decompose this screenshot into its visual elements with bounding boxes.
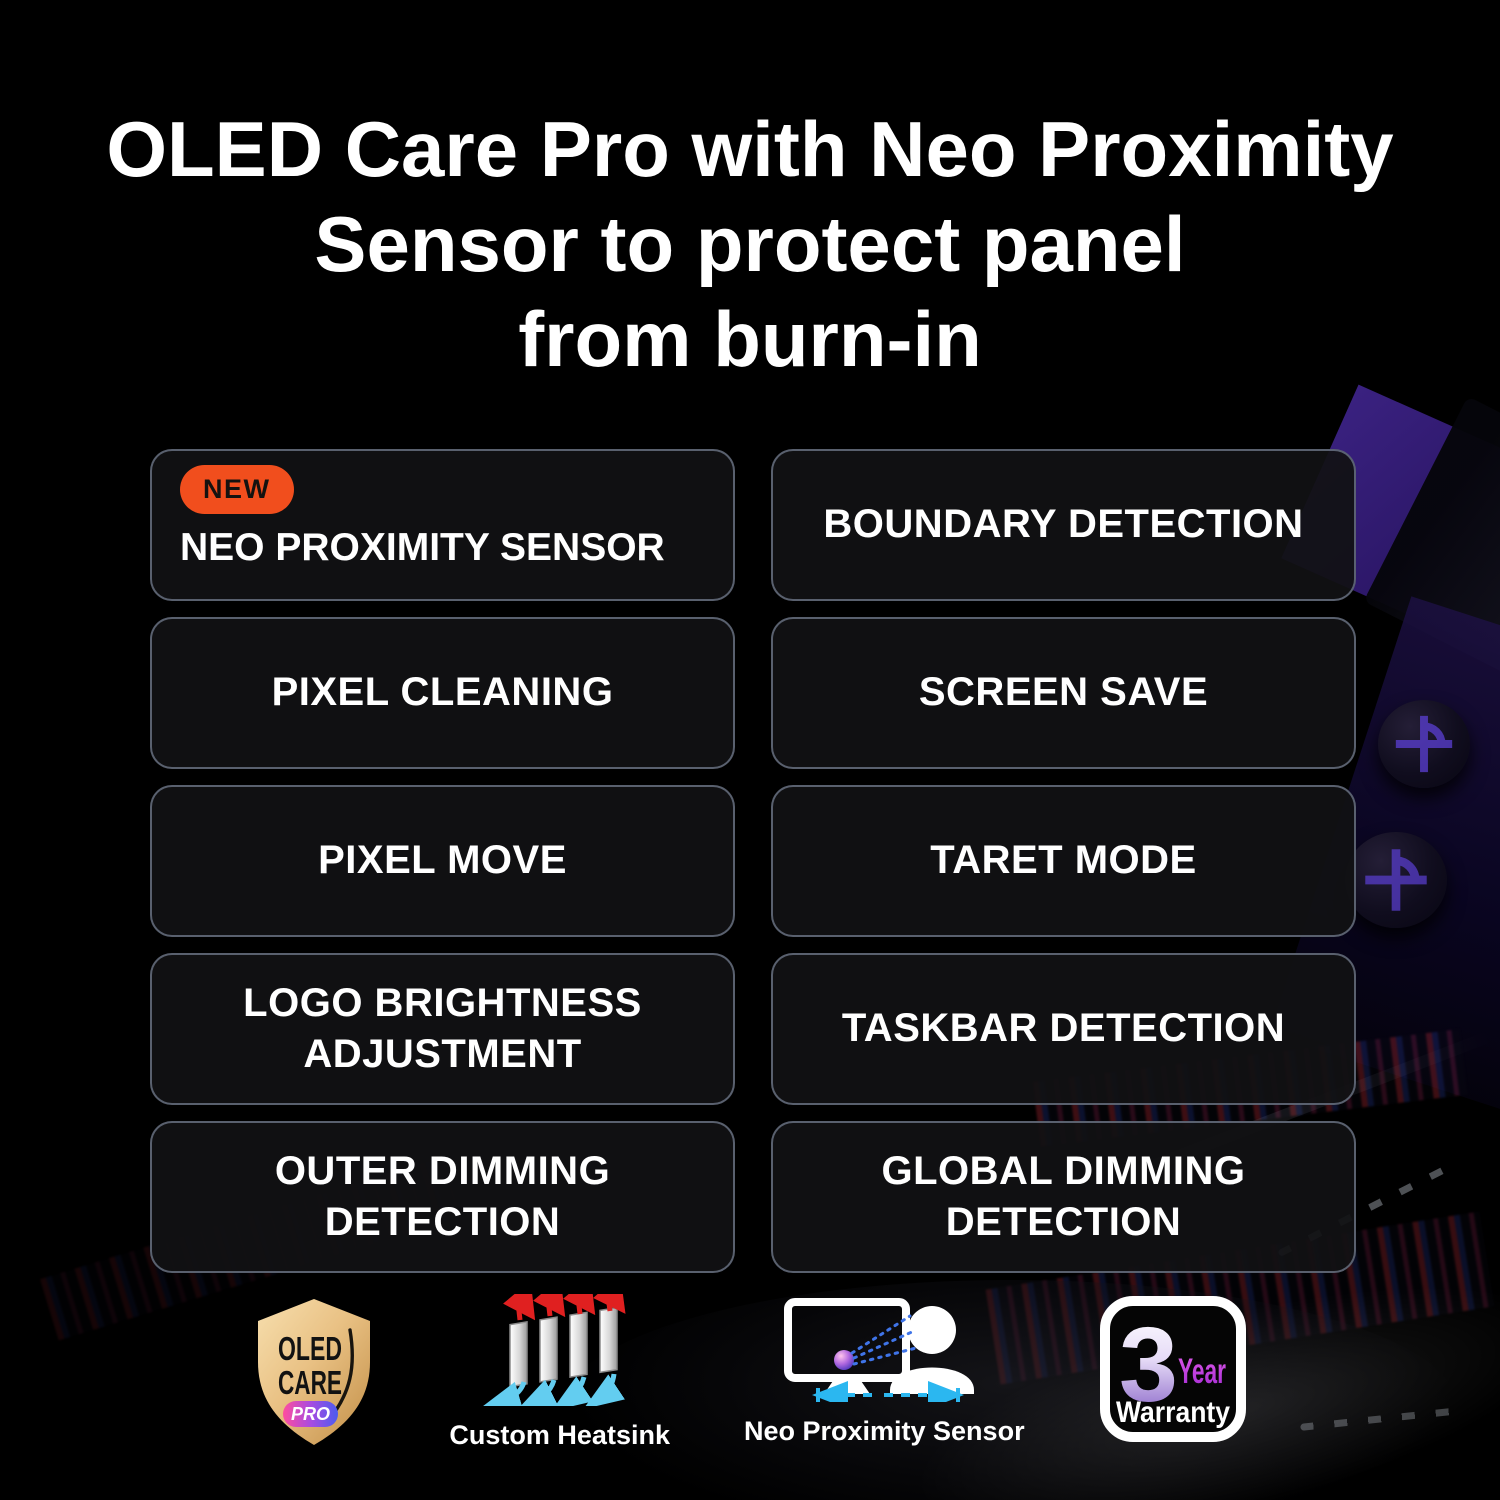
title-line-1: OLED Care Pro with Neo Proximity — [106, 105, 1394, 193]
warranty-number: 3 — [1119, 1306, 1178, 1424]
capacitor-icon — [1345, 832, 1447, 928]
page-title: OLED Care Pro with Neo Proximity Sensor … — [0, 102, 1500, 387]
capacitor-icon — [1378, 700, 1470, 788]
oled-care-pro-shield-icon: OLED CARE PRO — [258, 1299, 371, 1445]
feature-card-label: LOGO BRIGHTNESS ADJUSTMENT — [243, 980, 642, 1076]
feature-card-label: BOUNDARY DETECTION — [823, 502, 1304, 547]
background-gpu-slab — [1363, 396, 1500, 774]
feature-card-label: OUTER DIMMING DETECTION — [274, 1148, 611, 1244]
feature-card-outer-dimming-detection: OUTER DIMMING DETECTION — [150, 1121, 735, 1273]
feature-card-taskbar-detection: TASKBAR DETECTION — [771, 953, 1356, 1105]
shield-text-care: CARE — [278, 1364, 342, 1401]
feature-card-neo-proximity-sensor: NEW NEO PROXIMITY SENSOR — [150, 449, 735, 601]
custom-heatsink-label: Custom Heatsink — [449, 1420, 670, 1450]
custom-heatsink-badge: Custom Heatsink — [449, 1294, 670, 1451]
title-line-2: Sensor to protect panel — [314, 200, 1186, 289]
feature-card-label: PIXEL MOVE — [318, 838, 567, 883]
shield-text-oled: OLED — [278, 1330, 342, 1367]
feature-card-label: TARET MODE — [930, 838, 1197, 883]
feature-card-taret-mode: TARET MODE — [771, 785, 1356, 937]
feature-card-logo-brightness-adjustment: LOGO BRIGHTNESS ADJUSTMENT — [150, 953, 735, 1105]
title-line-3: from burn-in — [518, 295, 982, 384]
feature-card-label: TASKBAR DETECTION — [841, 1006, 1286, 1051]
warranty-label: Warranty — [1116, 1396, 1230, 1429]
feature-card-label: PIXEL CLEANING — [271, 670, 614, 715]
neo-proximity-sensor-icon — [784, 1298, 975, 1402]
feature-card-pixel-move: PIXEL MOVE — [150, 785, 735, 937]
warranty-badge-icon: 3 Year Warranty — [1099, 1296, 1246, 1442]
oled-care-pro-badge: OLED CARE PRO — [253, 1298, 375, 1446]
warranty-unit: Year — [1178, 1352, 1226, 1391]
feature-card-screen-save: SCREEN SAVE — [771, 617, 1356, 769]
neo-proximity-sensor-label: Neo Proximity Sensor — [743, 1416, 1025, 1446]
feature-card-pixel-cleaning: PIXEL CLEANING — [150, 617, 735, 769]
feature-card-label: SCREEN SAVE — [918, 670, 1209, 715]
custom-heatsink-icon — [480, 1294, 626, 1406]
new-badge: NEW — [180, 465, 294, 514]
feature-card-global-dimming-detection: GLOBAL DIMMING DETECTION — [771, 1121, 1356, 1273]
feature-card-label: NEO PROXIMITY SENSOR — [180, 525, 665, 569]
warranty-badge: 3 Year Warranty — [1099, 1295, 1247, 1443]
neo-proximity-sensor-badge: Neo Proximity Sensor — [744, 1298, 1025, 1447]
footer-badges: OLED CARE PRO — [0, 1288, 1500, 1463]
feature-card-grid: NEW NEO PROXIMITY SENSOR BOUNDARY DETECT… — [150, 449, 1356, 1273]
feature-card-boundary-detection: BOUNDARY DETECTION — [771, 449, 1356, 601]
feature-card-label: GLOBAL DIMMING DETECTION — [881, 1148, 1246, 1244]
shield-text-pro: PRO — [291, 1404, 330, 1424]
